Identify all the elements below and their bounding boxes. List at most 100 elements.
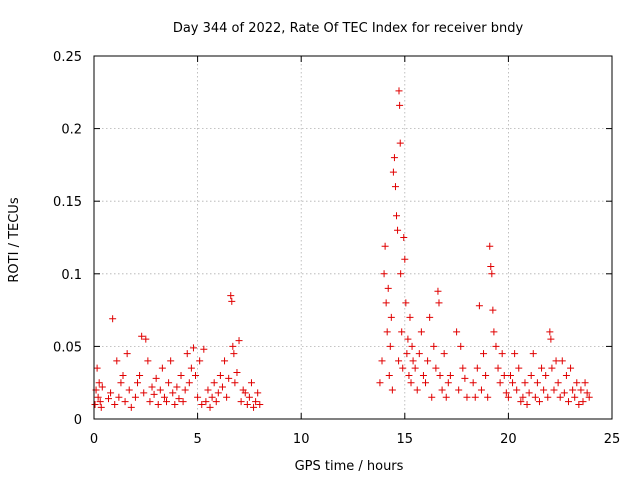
data-point — [150, 390, 158, 398]
data-point — [424, 357, 432, 365]
data-point — [167, 357, 175, 365]
data-point — [198, 400, 206, 408]
data-point — [463, 393, 471, 401]
data-point — [547, 335, 555, 343]
data-point — [459, 364, 467, 372]
data-point — [125, 386, 133, 394]
data-point — [225, 374, 233, 382]
y-tick-label: 0.15 — [53, 195, 82, 210]
y-tick-label: 0.1 — [61, 268, 82, 283]
data-point — [173, 383, 181, 391]
data-point — [581, 379, 589, 387]
data-point — [455, 386, 463, 394]
data-point — [567, 364, 575, 372]
data-point — [256, 400, 264, 408]
data-point — [91, 400, 99, 408]
data-point — [571, 393, 579, 401]
data-point — [453, 328, 461, 336]
data-point — [403, 350, 411, 358]
data-point — [405, 371, 413, 379]
ticks: 0 5 10 15 20 25 0 0.05 0.1 0.15 0.2 0.25 — [53, 50, 620, 447]
data-point — [409, 357, 417, 365]
data-point — [154, 400, 162, 408]
data-point — [562, 371, 570, 379]
data-point — [165, 379, 173, 387]
data-point — [95, 379, 103, 387]
data-point — [231, 379, 239, 387]
data-point — [121, 398, 129, 406]
data-point — [109, 315, 117, 323]
data-point — [230, 350, 238, 358]
data-point — [438, 386, 446, 394]
data-point — [569, 386, 577, 394]
data-point — [408, 342, 416, 350]
data-point — [399, 364, 407, 372]
data-point — [498, 350, 506, 358]
data-point — [430, 342, 438, 350]
data-point — [527, 371, 535, 379]
data-point — [119, 371, 127, 379]
data-point — [415, 350, 423, 358]
data-point — [490, 328, 498, 336]
data-point — [187, 364, 195, 372]
data-point — [473, 364, 481, 372]
data-point — [444, 379, 452, 387]
data-point — [417, 328, 425, 336]
data-point — [546, 328, 554, 336]
data-point — [115, 393, 123, 401]
data-point — [140, 389, 148, 397]
data-point — [163, 398, 171, 406]
data-point — [235, 337, 243, 345]
data-point — [194, 393, 202, 401]
data-point — [204, 386, 212, 394]
data-point — [515, 364, 523, 372]
data-point — [480, 350, 488, 358]
data-point — [123, 350, 131, 358]
x-tick-label: 15 — [397, 432, 414, 447]
data-point — [513, 386, 521, 394]
data-point — [471, 393, 479, 401]
data-point — [496, 379, 504, 387]
data-point — [387, 313, 395, 321]
data-point — [440, 350, 448, 358]
data-point — [391, 183, 399, 191]
data-point — [243, 400, 251, 408]
data-point — [402, 299, 410, 307]
data-point — [511, 350, 519, 358]
data-point — [517, 398, 525, 406]
y-axis-label: ROTI / TECUs — [7, 197, 22, 282]
data-point — [556, 393, 564, 401]
data-point — [422, 379, 430, 387]
data-point — [469, 379, 477, 387]
data-point — [533, 379, 541, 387]
data-point — [558, 357, 566, 365]
data-point — [156, 386, 164, 394]
data-point — [554, 379, 562, 387]
data-point — [218, 383, 226, 391]
data-point — [181, 386, 189, 394]
data-point — [179, 398, 187, 406]
data-point — [407, 379, 415, 387]
data-point — [484, 393, 492, 401]
data-point — [228, 297, 236, 305]
data-point — [396, 139, 404, 147]
data-point — [398, 328, 406, 336]
data-point — [169, 389, 177, 397]
x-axis-label: GPS time / hours — [295, 459, 404, 474]
data-point — [252, 398, 260, 406]
chart-title: Day 344 of 2022, Rate Of TEC Index for r… — [173, 21, 524, 36]
data-point — [529, 350, 537, 358]
data-point — [208, 393, 216, 401]
data-point — [428, 393, 436, 401]
data-point — [127, 403, 135, 411]
data-point — [383, 328, 391, 336]
data-point — [221, 357, 229, 365]
data-point — [550, 386, 558, 394]
data-point — [583, 389, 591, 397]
data-point — [142, 335, 150, 343]
data-point — [488, 270, 496, 278]
data-point — [183, 350, 191, 358]
data-point — [477, 386, 485, 394]
data-point — [579, 398, 587, 406]
data-point — [200, 345, 208, 353]
